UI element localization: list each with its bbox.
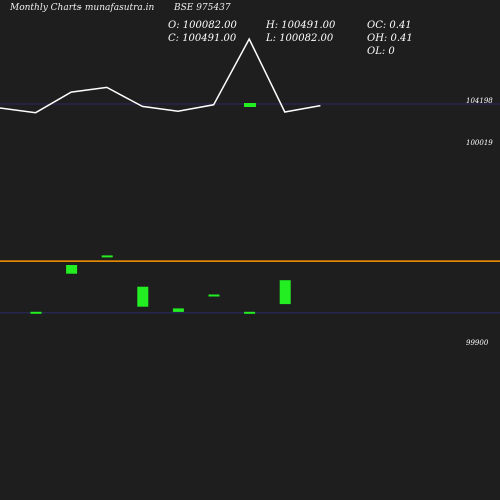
- price-line: [0, 37, 321, 114]
- candle: [208, 294, 220, 297]
- lower-level-label: 99900: [466, 339, 489, 347]
- ohlc-oc: OC: 0.41: [367, 20, 412, 31]
- ohlc-ol: OL: 0: [367, 46, 395, 57]
- candle: [244, 311, 256, 314]
- ohlc-oh: OH: 0.41: [367, 33, 413, 44]
- ohlc-open: O: 100082.00: [168, 20, 237, 31]
- ohlc-high: H: 100491.00: [266, 20, 336, 31]
- candle: [172, 308, 184, 312]
- site-label: - munafasutra.in: [79, 3, 155, 13]
- main-level-label: 100019: [466, 139, 493, 147]
- candle: [137, 286, 149, 307]
- ohlc-close: C: 100491.00: [168, 33, 237, 44]
- upper-level-label: 104198: [466, 97, 493, 105]
- candle: [30, 311, 42, 314]
- symbol-label: BSE 975437: [174, 3, 231, 13]
- latest-candle: [244, 103, 256, 107]
- ohlc-low: L: 100082.00: [266, 33, 334, 44]
- candle: [101, 255, 113, 258]
- candle: [279, 280, 291, 305]
- chart-period-label: Monthly Charts: [10, 3, 82, 13]
- candle: [66, 265, 78, 274]
